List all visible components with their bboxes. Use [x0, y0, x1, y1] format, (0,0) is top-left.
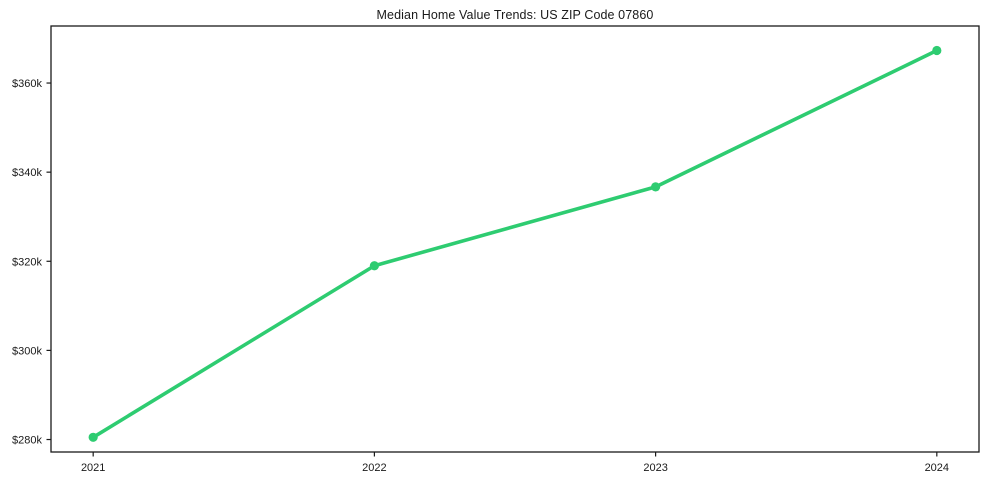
- chart-title: Median Home Value Trends: US ZIP Code 07…: [376, 8, 654, 22]
- x-tick-label: 2024: [925, 462, 949, 474]
- data-point-marker-2021: [88, 432, 98, 442]
- x-tick-label: 2023: [643, 462, 667, 474]
- y-tick-label: $340k: [12, 167, 42, 179]
- data-point-marker-2023: [651, 182, 661, 192]
- x-tick-label: 2022: [362, 462, 386, 474]
- y-tick-label: $360k: [12, 78, 42, 90]
- plot-border: [50, 25, 980, 453]
- trend-line: [91, 48, 939, 440]
- y-tick-label: $300k: [12, 345, 42, 357]
- data-point-marker-2022: [369, 261, 379, 271]
- y-tick-label: $320k: [12, 256, 42, 268]
- x-tick-label: 2021: [81, 462, 105, 474]
- data-point-marker-2024: [932, 45, 942, 56]
- y-tick-label: $280k: [12, 435, 42, 447]
